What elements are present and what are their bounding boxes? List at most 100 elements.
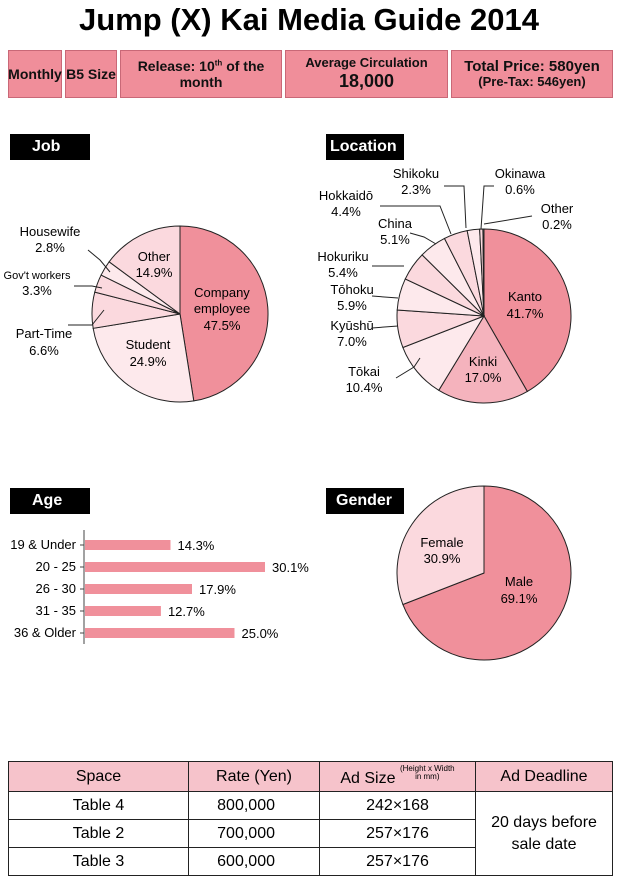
pie-value-label: 3.3% bbox=[22, 283, 52, 298]
pretax-label: (Pre-Tax: 546yen) bbox=[478, 74, 586, 90]
pie-value-label: 5.4% bbox=[328, 265, 358, 280]
pie-value-label: 5.9% bbox=[337, 298, 367, 313]
pie-slice bbox=[179, 225, 269, 402]
age-section-label: Age bbox=[10, 488, 90, 514]
size-cell: 257×176 bbox=[319, 847, 476, 876]
age-value-label: 25.0% bbox=[242, 626, 279, 641]
adsize-header: Ad Size (Height x Width in mm) bbox=[319, 761, 476, 792]
age-category-label: 31 - 35 bbox=[36, 603, 76, 618]
leader-line bbox=[409, 232, 437, 245]
pie-value-label: 47.5% bbox=[204, 318, 241, 333]
adsize-note-text: Height x Width bbox=[402, 764, 455, 773]
job-section-label: Job bbox=[10, 134, 90, 160]
pie-value-label: 2.3% bbox=[401, 182, 431, 197]
age-value-label: 14.3% bbox=[178, 538, 215, 553]
age-category-label: 20 - 25 bbox=[36, 559, 76, 574]
pie-value-label: 7.0% bbox=[337, 334, 367, 349]
pie-label: Okinawa bbox=[495, 166, 546, 181]
monthly-label: Monthly bbox=[8, 66, 62, 82]
location-section-label: Location bbox=[326, 134, 404, 160]
deadline-header: Ad Deadline bbox=[475, 761, 613, 792]
deadline-cell: 20 days before sale date bbox=[475, 791, 613, 876]
pie-label: Male bbox=[505, 574, 533, 589]
age-value-label: 12.7% bbox=[168, 604, 205, 619]
deadline-line2: sale date bbox=[511, 835, 577, 853]
size-cell: B5 Size bbox=[65, 50, 117, 98]
adsize-unit-text: in mm bbox=[415, 772, 437, 781]
pie-label: Tōkai bbox=[348, 364, 380, 379]
release-label: Release: 10th of the month bbox=[137, 58, 265, 90]
pie-label: Part-Time bbox=[16, 326, 73, 341]
age-bar bbox=[85, 562, 265, 572]
space-cell: Table 2 bbox=[8, 819, 189, 848]
leader-line bbox=[371, 295, 399, 299]
pie-slice bbox=[438, 315, 529, 404]
pie-slice bbox=[396, 485, 485, 606]
pie-value-label: 5.1% bbox=[380, 232, 410, 247]
pie-label: Kinki bbox=[469, 354, 497, 369]
pie-value-label: 30.9% bbox=[424, 551, 461, 566]
pie-label: Shikoku bbox=[393, 166, 439, 181]
pie-slice bbox=[108, 225, 181, 315]
rates-header-row: Space Rate (Yen) Ad Size (Height x Width… bbox=[8, 761, 613, 792]
leader-line bbox=[87, 249, 111, 273]
pie-value-label: 24.9% bbox=[130, 354, 167, 369]
pie-label: Company bbox=[194, 285, 250, 300]
age-bar bbox=[85, 540, 171, 550]
pie-label: Tōhoku bbox=[330, 282, 373, 297]
pie-label: Housewife bbox=[20, 224, 81, 239]
pie-value-label: 0.2% bbox=[542, 217, 572, 232]
rate-cell: 600,000 bbox=[188, 847, 320, 876]
age-value-label: 30.1% bbox=[272, 560, 309, 575]
leader-line bbox=[380, 205, 452, 235]
pie-slice bbox=[402, 485, 572, 661]
age-category-label: 19 & Under bbox=[10, 537, 76, 552]
pie-label: China bbox=[378, 216, 413, 231]
size-label: B5 Size bbox=[66, 66, 116, 82]
pie-value-label: 4.4% bbox=[331, 204, 361, 219]
pie-value-label: 6.6% bbox=[29, 343, 59, 358]
pie-value-label: 2.8% bbox=[35, 240, 65, 255]
leader-line bbox=[74, 285, 103, 289]
table-row: Table 3 600,000 257×176 bbox=[8, 847, 613, 876]
release-cell: Release: 10th of the month bbox=[120, 50, 282, 98]
adsize-header-label: Ad Size bbox=[340, 770, 396, 787]
pie-slice bbox=[483, 228, 572, 393]
pie-label: Kyūshū bbox=[330, 318, 373, 333]
leader-line bbox=[444, 185, 467, 229]
circulation-label: Average Circulation bbox=[305, 55, 428, 71]
circulation-cell: Average Circulation 18,000 bbox=[285, 50, 448, 98]
pie-value-label: 10.4% bbox=[346, 380, 383, 395]
space-header: Space bbox=[8, 761, 189, 792]
size-cell: 242×168 bbox=[319, 791, 476, 820]
age-category-label: 36 & Older bbox=[14, 625, 77, 640]
rate-header: Rate (Yen) bbox=[188, 761, 320, 792]
age-bar bbox=[85, 584, 192, 594]
leader-line bbox=[395, 357, 421, 379]
pie-label: Student bbox=[126, 337, 171, 352]
leader-line bbox=[371, 325, 399, 329]
price-label: Total Price: 580yen bbox=[464, 57, 600, 75]
monthly-cell: Monthly bbox=[8, 50, 62, 98]
pie-label: Female bbox=[420, 535, 463, 550]
age-bar-chart: 19 & Under 14.3% 20 - 25 30.1% 26 - 30 17.9% 3… bbox=[10, 530, 309, 644]
rates-table: Space Rate (Yen) Ad Size (Height x Width… bbox=[8, 761, 613, 876]
pie-slice bbox=[92, 313, 195, 403]
pie-label: Other bbox=[541, 201, 574, 216]
pie-value-label: 17.0% bbox=[465, 370, 502, 385]
age-bar bbox=[85, 628, 235, 638]
table-row: Table 2 700,000 257×176 bbox=[8, 819, 613, 848]
pie-value-label: 14.9% bbox=[136, 265, 173, 280]
page-title: Jump (X) Kai Media Guide 2014 bbox=[79, 2, 539, 37]
pie-label: employee bbox=[194, 301, 250, 316]
pie-slice bbox=[482, 228, 485, 317]
rate-cell: 700,000 bbox=[188, 819, 320, 848]
pie-value-label: 0.6% bbox=[505, 182, 535, 197]
pie-label: Kanto bbox=[508, 289, 542, 304]
adsize-note: (Height x Width in mm) bbox=[399, 764, 455, 781]
leader-line bbox=[480, 185, 494, 230]
leader-line bbox=[483, 215, 533, 225]
